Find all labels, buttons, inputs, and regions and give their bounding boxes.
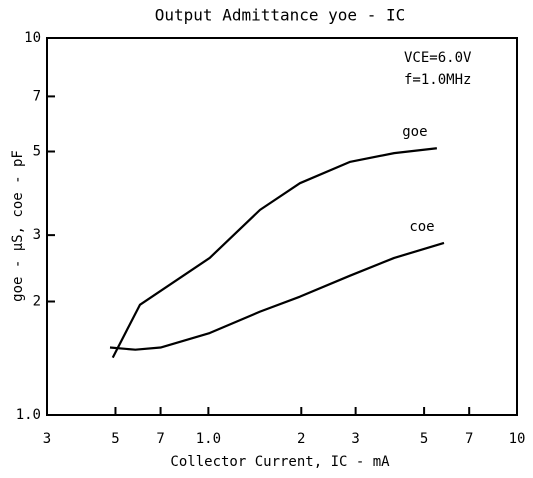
series-line — [111, 147, 437, 359]
y-tick-label: 1.0 — [16, 407, 41, 423]
x-tick-label: 1.0 — [196, 431, 221, 447]
series-label: goe — [402, 124, 427, 140]
y-tick-label: 7 — [33, 88, 41, 104]
series-label: coe — [409, 219, 434, 235]
x-tick-label: 10 — [509, 431, 526, 447]
y-tick-label: 10 — [24, 30, 41, 46]
y-axis-label: goe - μS, coe - pF — [10, 150, 26, 302]
y-tick-label: 3 — [33, 227, 41, 243]
y-tick-label: 5 — [33, 143, 41, 159]
x-tick-label: 5 — [420, 431, 428, 447]
x-tick-label: 5 — [111, 431, 119, 447]
x-axis-label: Collector Current, IC - mA — [170, 454, 390, 470]
x-tick-label: 2 — [297, 431, 305, 447]
x-tick-label: 3 — [351, 431, 359, 447]
series-line — [109, 241, 445, 351]
x-tick-label: 7 — [465, 431, 473, 447]
x-tick-label: 3 — [43, 431, 51, 447]
annotation: f=1.0MHz — [404, 72, 471, 88]
plot-frame — [46, 37, 518, 416]
y-tick-label: 2 — [33, 294, 41, 310]
annotation-box — [392, 42, 514, 92]
chart-title: Output Admittance yoe - IC — [155, 6, 405, 25]
x-tick-label: 7 — [156, 431, 164, 447]
annotation: VCE=6.0V — [404, 50, 472, 66]
